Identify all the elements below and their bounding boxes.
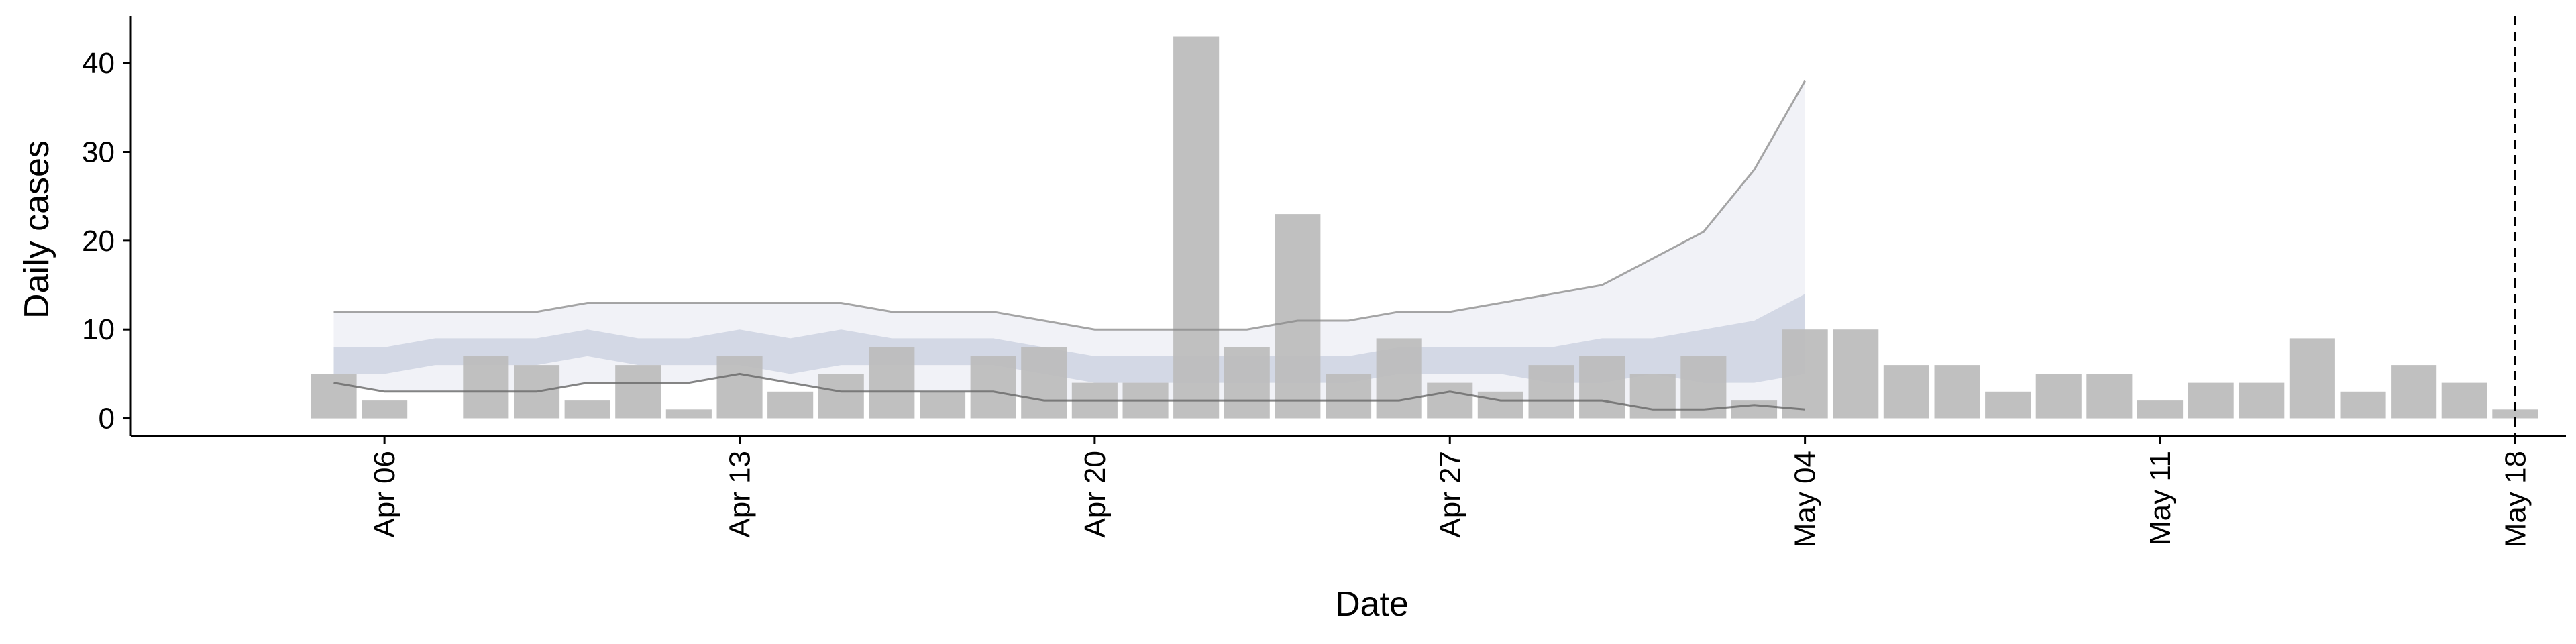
y-tick-label: 10 [82, 313, 115, 346]
case-bar [2035, 374, 2082, 419]
x-tick-label: May 04 [1789, 451, 1822, 547]
x-axis-title: Date [1335, 585, 1409, 624]
case-bar [665, 409, 712, 419]
case-bar [2137, 400, 2184, 419]
case-bar [1173, 36, 1220, 419]
case-bar [716, 356, 763, 419]
case-bar [1579, 356, 1625, 419]
y-tick-label: 40 [82, 47, 115, 80]
case-bar [767, 391, 814, 419]
y-tick-label: 20 [82, 225, 115, 258]
case-bar [1427, 382, 1473, 419]
case-bar [2086, 374, 2133, 419]
x-tick-label: Apr 20 [1079, 451, 1112, 538]
y-tick-label: 0 [99, 402, 115, 435]
case-bar [2239, 382, 2285, 419]
x-tick-label: May 18 [2499, 451, 2532, 547]
case-bar [1629, 374, 1676, 419]
case-bars [311, 36, 2538, 419]
case-bar [463, 356, 509, 419]
uncertainty-bands [333, 80, 1805, 410]
case-bar [311, 374, 357, 419]
outer-uncertainty-band [333, 80, 1805, 410]
case-bar [2289, 338, 2335, 419]
case-bar [818, 374, 864, 419]
x-tick-label: Apr 06 [368, 451, 401, 538]
case-bar [2340, 391, 2386, 419]
case-bar [920, 391, 966, 419]
outer-lower-line [333, 372, 1805, 411]
inner-uncertainty-band [333, 294, 1805, 383]
x-tick-label: Apr 13 [724, 451, 757, 538]
case-bar [1934, 365, 1980, 419]
case-bar [1224, 347, 1270, 419]
case-bar [1731, 400, 1778, 419]
case-bar [615, 365, 661, 419]
case-bar [1326, 374, 1372, 419]
estimate-lines [333, 16, 2516, 436]
y-tick-label: 30 [82, 136, 115, 169]
x-tick-label: May 11 [2144, 451, 2177, 545]
case-bar [970, 356, 1016, 419]
case-bar [869, 347, 915, 419]
case-bar [2391, 365, 2437, 419]
case-bar [1376, 338, 1422, 419]
case-bar [1782, 329, 1828, 419]
case-bar [564, 400, 610, 419]
case-bar [2441, 382, 2487, 419]
case-bar [1883, 365, 1929, 419]
case-bar [1275, 214, 1321, 419]
case-bar [2188, 382, 2234, 419]
y-axis-title: Daily cases [17, 140, 56, 319]
x-tick-label: Apr 27 [1434, 451, 1466, 538]
outer-upper-line [333, 80, 1806, 331]
tick-labels: 0 10 20 30 40 Apr 06 Apr 13 Apr 20 Apr 27 May 04 M… [82, 47, 2532, 547]
case-bar [1477, 391, 1523, 419]
case-bar [1021, 347, 1067, 419]
case-bar [1985, 391, 2031, 419]
case-bar [1833, 329, 1879, 419]
axes [123, 16, 2566, 444]
case-bar [2492, 409, 2538, 419]
case-bar [1528, 365, 1574, 419]
case-bar [362, 400, 408, 419]
